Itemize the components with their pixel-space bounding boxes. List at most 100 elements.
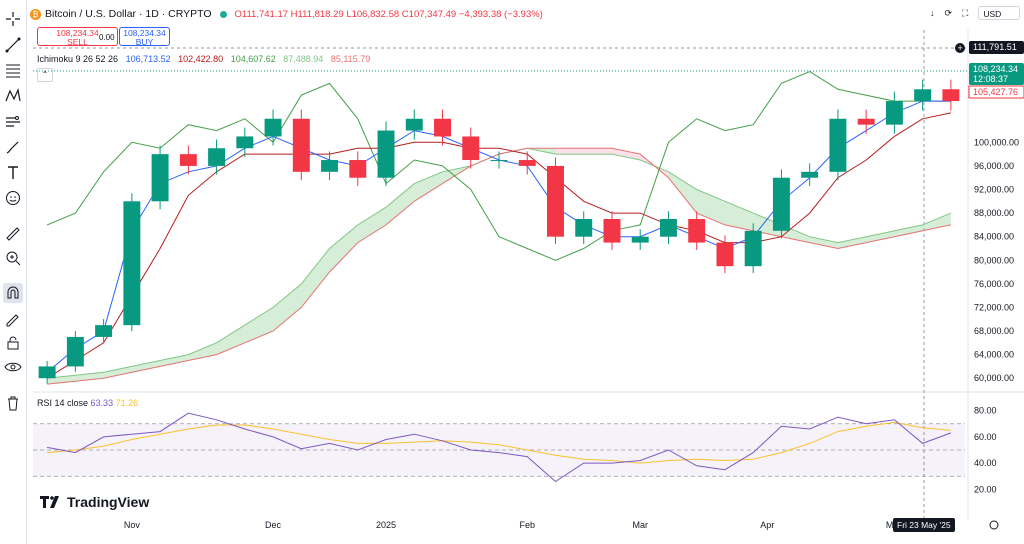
senkou-b-line [47, 147, 952, 385]
ichimoku-lagging-value: 104,607.62 [230, 54, 276, 64]
rsi-name: RSI 14 close [37, 398, 89, 408]
chikou-line [46, 71, 951, 261]
add-alert-plus: + [958, 43, 963, 53]
price-tick-label: 88,000.00 [974, 208, 1014, 218]
time-tick-label: Apr [760, 520, 774, 530]
candle-body [631, 236, 649, 243]
senkou-a-line [47, 147, 952, 379]
candle-body [914, 89, 932, 102]
arrow-down-icon[interactable]: ↓ [930, 8, 935, 18]
candle-body [434, 118, 451, 137]
candle-body [264, 118, 282, 137]
candle-body [885, 101, 903, 125]
zoom-icon[interactable] [3, 248, 23, 268]
candle-body [405, 118, 423, 131]
candle-body [462, 136, 480, 161]
cloud-segment [837, 236, 867, 249]
fib-icon[interactable] [3, 60, 23, 80]
eye-icon[interactable] [3, 357, 23, 377]
ruler-icon[interactable] [3, 224, 23, 244]
sell-button[interactable]: 108,234.34 SELL [37, 27, 118, 47]
price-tick-label: 84,000.00 [974, 232, 1014, 242]
emoji-icon[interactable] [3, 188, 23, 208]
brand-name: TradingView [67, 494, 150, 510]
ichimoku-name: Ichimoku 9 26 52 26 [37, 54, 119, 64]
brush-icon[interactable] [3, 137, 23, 157]
kijun-price-tag-bg [969, 86, 1024, 98]
rsi-tick-label: 60.00 [974, 432, 997, 442]
ichimoku-legend[interactable]: Ichimoku 9 26 52 26 106,713.52 102,422.8… [37, 54, 375, 64]
pattern-icon[interactable] [3, 86, 23, 106]
candle-body [801, 171, 819, 178]
price-tick-label: 76,000.00 [974, 279, 1014, 289]
bitcoin-logo-icon: ₿ [30, 8, 41, 20]
buy-button[interactable]: 108,234.34 BUY [119, 27, 170, 47]
add-alert-icon [955, 43, 965, 53]
cloud-segment [611, 148, 641, 161]
candle-body [518, 160, 536, 166]
fullscreen-icon[interactable]: ⛶ [962, 7, 969, 18]
open-value: O111,741.17 [234, 8, 289, 20]
last-price-tag-text: 108,234.34 [973, 64, 1018, 74]
cloud-segment [414, 171, 443, 202]
price-tick-label: 60,000.00 [974, 373, 1014, 383]
kijun-price-tag-text: 105,427.76 [973, 87, 1018, 97]
candle-body [38, 366, 56, 379]
lock-icon[interactable] [3, 333, 23, 353]
cloud-segment [160, 354, 189, 367]
last-price-tag-text: 12:08:37 [973, 74, 1008, 84]
rsi-tick-label: 20.00 [974, 484, 997, 494]
candle-body [547, 165, 564, 237]
trendline-icon[interactable] [3, 35, 23, 55]
candle-body [377, 130, 395, 178]
price-tick-label: 64,000.00 [974, 350, 1014, 360]
trash-icon[interactable] [3, 393, 23, 413]
time-tick-label: Feb [519, 520, 535, 530]
candle-body [716, 242, 734, 267]
lock-draw-icon[interactable] [3, 308, 23, 328]
sell-label: SELL [67, 37, 88, 47]
ichimoku-senkou-a-value: 87,488.94 [283, 54, 324, 64]
prediction-icon[interactable] [3, 112, 23, 132]
rsi-value: 63.33 [90, 398, 114, 408]
last-price-tag-bg [969, 63, 1024, 85]
high-value: H111,818.29 [290, 8, 344, 20]
candle-body [151, 154, 169, 202]
symbol-title[interactable]: Bitcoin / U.S. Dollar · 1D · CRYPTO [45, 8, 212, 20]
cloud-segment [583, 148, 612, 155]
rsi-line [47, 412, 952, 483]
ichimoku-kijun-value: 102,422.80 [178, 54, 224, 64]
candle-body [603, 219, 621, 243]
crosshair-icon[interactable] [3, 9, 23, 29]
left-toolbar [0, 0, 27, 544]
symbol-header: ₿ Bitcoin / U.S. Dollar · 1D · CRYPTO O1… [30, 6, 1024, 22]
candle-body [66, 336, 84, 367]
rsi-ma-line [47, 421, 951, 464]
cloud-segment [131, 360, 161, 373]
cloud-segment [244, 307, 274, 343]
crosshair-date-bg [893, 518, 955, 532]
rsi-legend[interactable]: RSI 14 close 63.33 71.26 [37, 398, 138, 408]
candle-body [95, 325, 113, 337]
cloud-segment [216, 325, 245, 355]
collapse-legend-icon[interactable]: ⌃ [37, 68, 53, 82]
replay-icon[interactable]: ⟳ [944, 7, 953, 18]
candle-body [744, 230, 762, 267]
price-tick-label: 68,000.00 [974, 326, 1014, 336]
kijun-price-tag-border [968, 85, 1024, 99]
price-tick-label: 96,000.00 [974, 161, 1014, 171]
text-icon[interactable] [3, 163, 23, 183]
magnet-icon[interactable] [3, 283, 23, 303]
sell-price: 108,234.34 [56, 28, 99, 38]
cloud-segment [357, 207, 387, 243]
rsi-tick-label: 40.00 [974, 458, 997, 468]
high-price-tag-text: 111,791.51 [973, 42, 1017, 52]
currency-select[interactable]: USD [978, 6, 1021, 20]
price-tick-label: 92,000.00 [974, 185, 1014, 195]
candle-body [292, 118, 310, 172]
spread-value: 0.00 [99, 33, 115, 42]
candle-body [688, 219, 706, 243]
candle-body [321, 160, 339, 172]
time-tick-label: Nov [124, 520, 141, 530]
